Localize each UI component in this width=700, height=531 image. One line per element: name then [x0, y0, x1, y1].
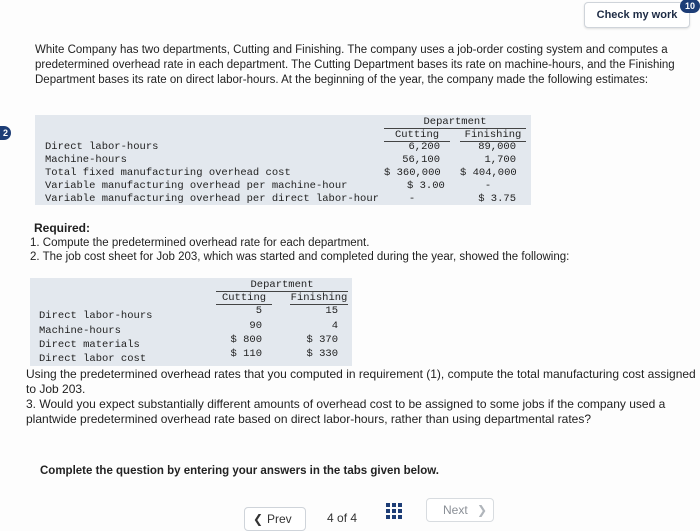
job-cell: 4 [331, 320, 338, 332]
chevron-right-icon: ❯ [477, 503, 488, 517]
requirement-2-continued: Using the predetermined overhead rates t… [26, 367, 696, 396]
next-button[interactable]: Next ❯ [426, 498, 494, 522]
job-row-label: Direct labor cost [39, 353, 147, 365]
estimates-row-label: Machine-hours [45, 154, 127, 166]
estimates-row-label: Direct labor-hours [45, 141, 159, 153]
estimates-col-finishing: Finishing [460, 129, 526, 142]
job-cell: $ 330 [306, 348, 338, 360]
grid-icon[interactable] [386, 503, 402, 519]
estimates-cell: $ 3.75 [478, 193, 516, 205]
job-row-label: Machine-hours [39, 325, 121, 337]
question-marker[interactable]: 2 [0, 126, 11, 140]
estimates-cell: $ 404,000 [460, 167, 517, 179]
required-heading: Required: [34, 221, 91, 235]
estimates-col-cutting: Cutting [384, 129, 450, 142]
estimates-cell: - [408, 193, 416, 205]
chevron-left-icon: ❮ [253, 512, 264, 526]
estimates-cell: 56,100 [402, 154, 440, 166]
complete-instruction: Complete the question by entering your a… [40, 465, 439, 477]
page-current: 4 [327, 511, 334, 525]
estimates-row-label: Total fixed manufacturing overhead cost [45, 167, 291, 179]
estimates-dept-header: Department [384, 116, 526, 129]
job-cell: 5 [255, 305, 262, 317]
estimates-cell: 89,000 [478, 141, 516, 153]
estimates-table [35, 115, 531, 205]
requirement-3: 3. Would you expect substantially differ… [26, 397, 666, 426]
estimates-row-label: Variable manufacturing overhead per mach… [45, 180, 348, 192]
grid-icon-svg [386, 503, 402, 519]
top-bar [0, 0, 700, 30]
job-row-label: Direct materials [39, 339, 140, 351]
job-table [30, 278, 352, 366]
job-cell: 15 [325, 305, 338, 317]
page-total: 4 [350, 511, 358, 525]
job-cell: $ 800 [230, 334, 262, 346]
attempts-badge: 10 [680, 0, 700, 13]
page-indicator: 4 of 4 [327, 507, 357, 529]
estimates-cell: $ 3.00 [407, 180, 445, 192]
problem-intro: White Company has two departments, Cutti… [35, 44, 675, 86]
estimates-cell: - [484, 180, 492, 192]
job-col-finishing: Finishing [290, 292, 348, 305]
question-text: Using the predetermined overhead rates t… [26, 367, 698, 427]
job-cell: $ 370 [306, 334, 338, 346]
requirement-2: 2. The job cost sheet for Job 203, which… [30, 251, 570, 263]
prev-label: Prev [267, 512, 292, 526]
prev-button[interactable]: ❮ Prev [244, 507, 306, 531]
job-dept-header: Department [216, 279, 348, 292]
check-my-work-button[interactable]: Check my work [584, 2, 690, 28]
estimates-cell: $ 360,000 [384, 167, 441, 179]
job-col-cutting: Cutting [216, 292, 272, 305]
job-cell: 90 [249, 320, 262, 332]
job-cell: $ 110 [230, 348, 262, 360]
job-row-label: Direct labor-hours [39, 310, 153, 322]
estimates-cell: 6,200 [408, 141, 440, 153]
estimates-row-label: Variable manufacturing overhead per dire… [45, 193, 379, 205]
next-label: Next [443, 503, 468, 517]
estimates-cell: 1,700 [484, 154, 516, 166]
page-of-label: of [337, 511, 348, 525]
requirement-1: 1. Compute the predetermined overhead ra… [30, 237, 370, 249]
